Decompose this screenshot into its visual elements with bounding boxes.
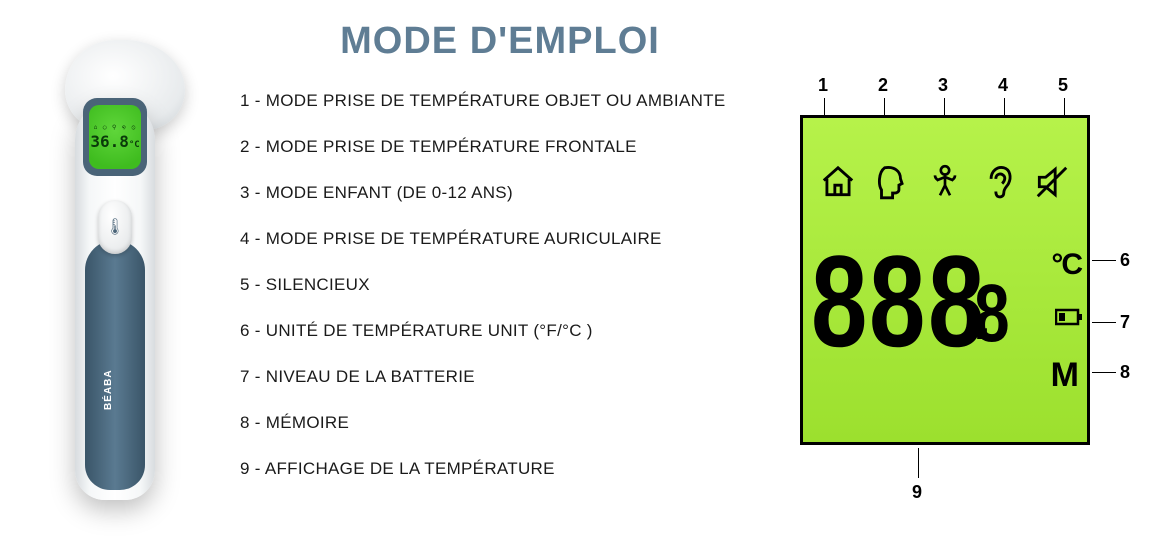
legend-item-6: 6 - UNITÉ DE TEMPÉRATURE UNIT (°F/°C ) bbox=[240, 321, 760, 341]
thermometer-power-button: 🌡 bbox=[98, 200, 132, 254]
child-icon bbox=[923, 160, 967, 204]
legend-item-3: 3 - MODE ENFANT (DE 0-12 ANS) bbox=[240, 183, 760, 203]
digit-1: 8 bbox=[811, 248, 856, 355]
leader-8 bbox=[1092, 372, 1116, 373]
thermometer-screen-icons: ⌂ ◯ ⚲ ໑ ⦸ bbox=[94, 124, 137, 132]
digit-2: 8 bbox=[869, 248, 914, 355]
lcd-frame: 8 8 8 . 8 °C M bbox=[800, 115, 1090, 445]
lcd-column: 1 2 3 4 5 6 7 8 9 bbox=[780, 20, 1160, 75]
legend-item-2: 2 - MODE PRISE DE TEMPÉRATURE FRONTALE bbox=[240, 137, 760, 157]
legend-item-5: 5 - SILENCIEUX bbox=[240, 275, 760, 295]
battery-icon bbox=[1055, 308, 1083, 331]
lcd-digits: 8 8 8 . 8 bbox=[811, 248, 1006, 355]
legend-item-7: 7 - NIVEAU DE LA BATTERIE bbox=[240, 367, 760, 387]
product-column: ⌂ ◯ ⚲ ໑ ⦸ 36.8°C 🌡 BÉABA bbox=[10, 20, 220, 510]
thermometer-screen-frame: ⌂ ◯ ⚲ ໑ ⦸ 36.8°C bbox=[83, 98, 147, 176]
thermometer-accent bbox=[85, 240, 145, 490]
legend-item-4: 4 - MODE PRISE DE TEMPÉRATURE AURICULAIR… bbox=[240, 229, 760, 249]
head-icon bbox=[869, 160, 913, 204]
lcd-icons-row bbox=[803, 160, 1087, 204]
callout-3: 3 bbox=[938, 75, 948, 96]
leader-7 bbox=[1092, 322, 1116, 323]
callout-1: 1 bbox=[818, 75, 828, 96]
lcd-memory: M bbox=[1051, 356, 1079, 395]
thermometer-illustration: ⌂ ◯ ⚲ ໑ ⦸ 36.8°C 🌡 BÉABA bbox=[45, 30, 185, 510]
legend-item-1: 1 - MODE PRISE DE TEMPÉRATURE OBJET OU A… bbox=[240, 91, 760, 111]
ear-icon bbox=[977, 160, 1021, 204]
digit-3: 8 bbox=[928, 248, 973, 355]
text-column: MODE D'EMPLOI 1 - MODE PRISE DE TEMPÉRAT… bbox=[220, 20, 780, 505]
callout-4: 4 bbox=[998, 75, 1008, 96]
thermometer-icon: 🌡 bbox=[105, 217, 125, 237]
page-title: MODE D'EMPLOI bbox=[240, 20, 760, 63]
thermometer-screen: ⌂ ◯ ⚲ ໑ ⦸ 36.8°C bbox=[89, 105, 141, 169]
house-icon bbox=[816, 160, 860, 204]
lcd-unit: °C bbox=[1051, 248, 1081, 282]
callout-5: 5 bbox=[1058, 75, 1068, 96]
leader-6 bbox=[1092, 260, 1116, 261]
callout-8: 8 bbox=[1120, 362, 1130, 383]
leader-9 bbox=[918, 448, 919, 478]
thermometer-brand: BÉABA bbox=[103, 369, 114, 410]
legend-item-8: 8 - MÉMOIRE bbox=[240, 413, 760, 433]
legend-list: 1 - MODE PRISE DE TEMPÉRATURE OBJET OU A… bbox=[240, 91, 760, 479]
mute-icon bbox=[1030, 160, 1074, 204]
thermometer-screen-temp: 36.8°C bbox=[90, 132, 139, 151]
legend-item-9: 9 - AFFICHAGE DE LA TEMPÉRATURE bbox=[240, 459, 760, 479]
callout-7: 7 bbox=[1120, 312, 1130, 333]
digit-4: 8 bbox=[974, 273, 999, 355]
callout-6: 6 bbox=[1120, 250, 1130, 271]
callout-2: 2 bbox=[878, 75, 888, 96]
callout-9: 9 bbox=[912, 482, 922, 503]
